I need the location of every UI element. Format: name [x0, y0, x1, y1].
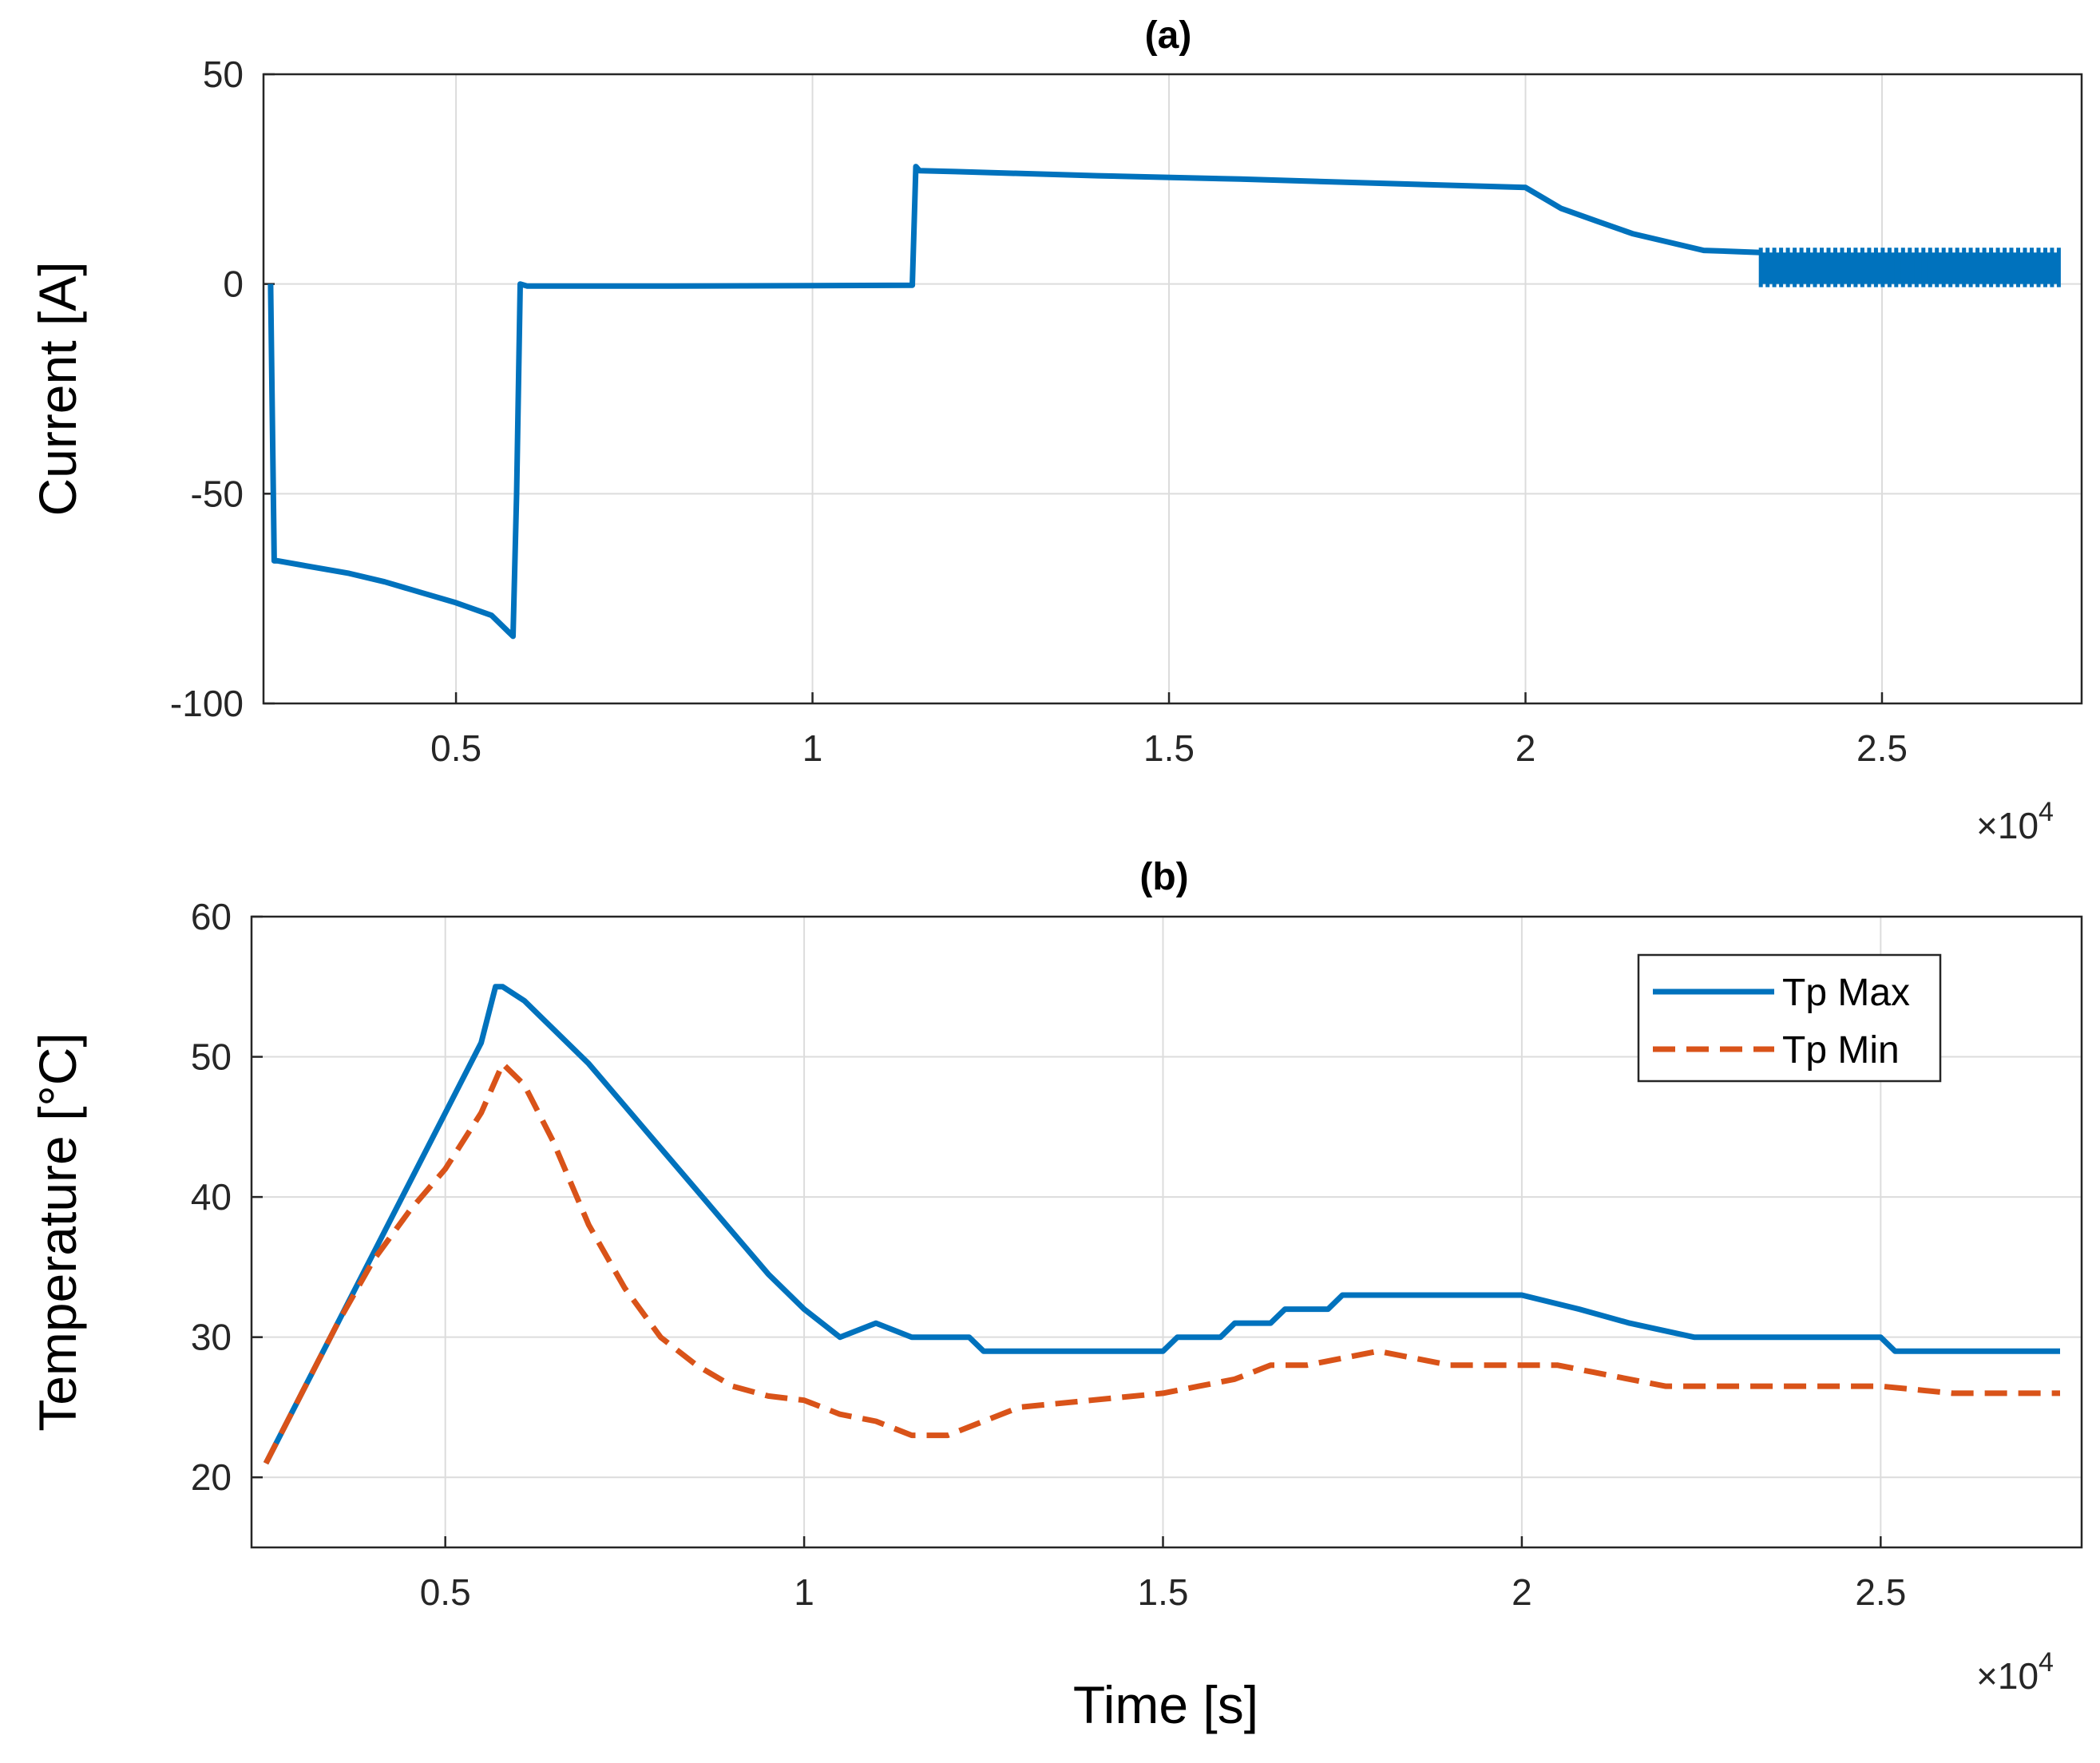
- series-line-current: [267, 164, 1761, 640]
- plot-b-y-tick-label: 50: [191, 1036, 232, 1078]
- plot-a-x-tick-label: 2: [1516, 727, 1536, 769]
- plot-b-x-tick-label: 1: [794, 1571, 814, 1613]
- plot-b-y-axis-label: Temperature [°C]: [28, 1032, 87, 1432]
- plot-a-x-tick-label: 1: [802, 727, 823, 769]
- plot-b-exponent-base: ×10: [1976, 1655, 2039, 1697]
- plot-b-y-tick-label: 20: [191, 1456, 232, 1498]
- plot-b-series: [263, 984, 2060, 1465]
- plot-a-title: (a): [1145, 14, 1192, 57]
- plot-b-y-tick-label: 30: [191, 1317, 232, 1358]
- plot-b-exponent-power: 4: [2039, 1647, 2054, 1678]
- plot-a-exponent-power: 4: [2039, 797, 2054, 827]
- plot-b-y-tick-labels: 20 30 40 50 60: [191, 896, 232, 1498]
- series-line-tp-min: [263, 1060, 2060, 1465]
- plot-a-y-axis-label: Current [A]: [28, 261, 87, 516]
- plot-a-x-tick-labels: 0.5 1 1.5 2 2.5: [430, 727, 1908, 769]
- plot-a-exponent-base: ×10: [1976, 805, 2039, 846]
- plot-a-x-tick-label: 0.5: [430, 727, 481, 769]
- plot-b-x-axis-label: Time [s]: [1073, 1675, 1258, 1734]
- plot-b-x-tick-label: 2: [1512, 1571, 1532, 1613]
- legend-box: [1637, 953, 1942, 1083]
- plot-b-x-tick-labels: 0.5 1 1.5 2 2.5: [420, 1571, 1907, 1613]
- plot-b-title: (b): [1139, 856, 1188, 898]
- series-line-tp-max: [263, 984, 2060, 1465]
- plot-a-x-tick-label: 1.5: [1143, 727, 1195, 769]
- plot-a-y-tick-labels: -100 -50 0 50: [170, 53, 244, 724]
- current-plot: (a) 0.5 1 1.5 2 2.5 -100 -50 0 50 Current [A] ×…: [28, 14, 2083, 846]
- plot-b-y-tick-label: 40: [191, 1176, 232, 1218]
- plot-a-y-tick-label: -100: [170, 683, 244, 724]
- plot-b-x-tick-label: 0.5: [420, 1571, 471, 1613]
- legend-label-tp-max: Tp Max: [1782, 972, 1910, 1014]
- plot-a-axes-box: [262, 73, 2083, 705]
- plot-b-x-exponent: ×104: [1976, 1647, 2054, 1697]
- plot-b-x-tick-label: 1.5: [1138, 1571, 1189, 1613]
- plot-a-y-tick-label: 50: [203, 53, 244, 95]
- legend-label-tp-min: Tp Min: [1782, 1029, 1900, 1072]
- plot-b-axes-box: [250, 915, 2083, 1549]
- temperature-plot: (b) 0.5 1 1.5 2 2.5 20 30 40 50 60 Temperature […: [28, 856, 2083, 1734]
- legend: Tp Max Tp Min: [1637, 953, 1942, 1083]
- current-noise-spikes: [1758, 248, 2061, 287]
- plot-a-x-exponent: ×104: [1976, 797, 2054, 846]
- plot-a-x-tick-label: 2.5: [1856, 727, 1908, 769]
- plot-b-x-tick-label: 2.5: [1855, 1571, 1906, 1613]
- plot-b-y-tick-label: 60: [191, 896, 232, 937]
- plot-a-y-tick-label: -50: [191, 473, 244, 514]
- plot-a-y-tick-label: 0: [223, 263, 244, 305]
- plot-a-series: [267, 164, 2061, 640]
